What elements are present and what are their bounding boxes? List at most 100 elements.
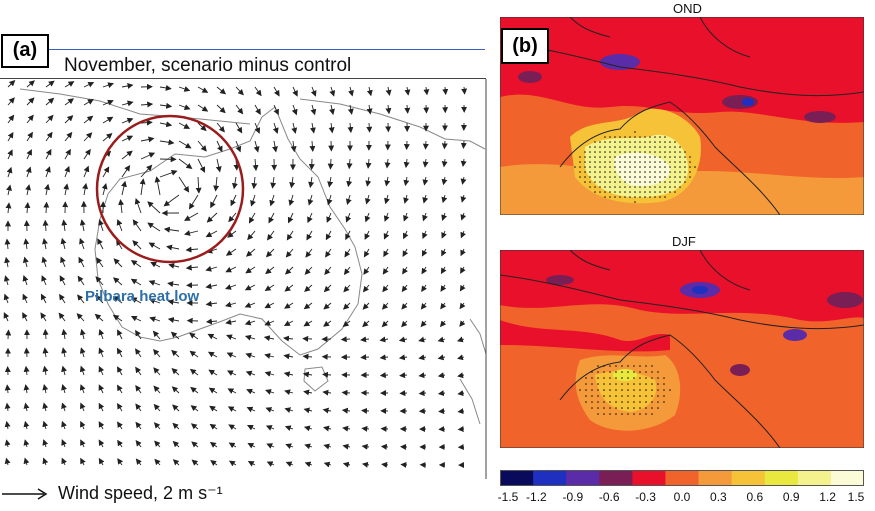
significance-dot (634, 181, 636, 183)
significance-dot (604, 146, 606, 148)
wind-arrow (344, 248, 351, 258)
wind-arrow (79, 328, 86, 340)
significance-dot (674, 146, 676, 148)
significance-dot (597, 371, 599, 373)
wind-arrow (26, 114, 34, 124)
heat-low-annotation: Pilbara heat low (85, 288, 200, 305)
wind-arrow (303, 425, 313, 432)
significance-dot (654, 161, 656, 163)
wind-arrow (77, 275, 85, 286)
wind-arrow (322, 371, 332, 378)
significance-dot (624, 141, 626, 143)
wind-arrow (265, 389, 275, 395)
significance-dot (634, 191, 636, 193)
wind-arrow (459, 284, 466, 292)
wind-arrow (4, 384, 11, 394)
significance-dot (619, 136, 621, 138)
significance-dot (679, 161, 681, 163)
significance-dot (669, 141, 671, 143)
wind-arrow (418, 372, 427, 379)
wind-arrow (178, 122, 191, 129)
wind-arrow (325, 248, 332, 258)
significance-dot (651, 407, 653, 409)
wind-arrow (439, 320, 447, 328)
wind-arrow (362, 302, 370, 310)
wind-arrow (135, 366, 142, 376)
wind-arrow (422, 194, 429, 204)
wind-arrow (304, 266, 313, 275)
wind-arrow (309, 122, 316, 134)
wind-arrow (287, 212, 294, 224)
significance-dot (589, 166, 591, 168)
wind-arrow (148, 242, 161, 250)
wind-arrow (102, 133, 113, 142)
wind-arrow (456, 336, 465, 343)
wind-arrow (460, 140, 467, 149)
significance-dot (584, 181, 586, 183)
wind-arrow (304, 443, 313, 450)
wind-arrow (83, 98, 94, 106)
wind-arrow (153, 385, 161, 394)
wind-arrow (135, 458, 142, 466)
significance-dot (599, 166, 601, 168)
wind-arrow (167, 317, 180, 323)
wind-arrow (61, 347, 68, 358)
wind-arrow (83, 81, 95, 88)
significance-dot (654, 146, 656, 148)
wind-arrow (64, 98, 74, 106)
significance-dot (621, 377, 623, 379)
wind-arrow (264, 320, 275, 326)
wind-arrow (135, 384, 142, 394)
significance-dot (689, 166, 691, 168)
wind-arrow (227, 370, 237, 376)
wind-arrow (190, 386, 199, 394)
wind-arrow (45, 131, 53, 142)
wind-arrow (3, 275, 10, 286)
significance-dot (674, 156, 676, 158)
significance-dot (609, 186, 611, 188)
wind-arrow (264, 371, 275, 377)
wind-arrow (147, 201, 161, 214)
wind-arrow (83, 132, 93, 142)
wind-arrow (97, 238, 104, 250)
significance-dot (669, 389, 671, 391)
significance-dot (591, 407, 593, 409)
significance-dot (659, 156, 661, 158)
wind-arrow (247, 230, 256, 241)
significance-dot (621, 389, 623, 391)
wind-arrow (117, 366, 123, 376)
significance-dot (609, 407, 611, 409)
significance-dot (629, 171, 631, 173)
wind-arrow (206, 212, 218, 223)
significance-dot (624, 166, 626, 168)
wind-arrow (404, 104, 411, 114)
significance-dot (629, 166, 631, 168)
wind-arrow (61, 439, 67, 448)
significance-dot (627, 371, 629, 373)
wind-arrow (361, 461, 370, 468)
wind-arrow (61, 328, 68, 340)
significance-dot (657, 389, 659, 391)
wind-arrow (245, 248, 256, 257)
wind-arrow (117, 329, 123, 340)
significance-dot (679, 151, 681, 153)
wind-arrow (228, 212, 237, 223)
significance-dot (669, 161, 671, 163)
wind-arrow (398, 336, 408, 343)
wind-arrow (383, 230, 390, 240)
significance-dot (644, 196, 646, 198)
wind-arrow (420, 320, 427, 328)
significance-dot (679, 186, 681, 188)
wind-arrow (283, 371, 294, 378)
significance-dot (663, 401, 665, 403)
wind-arrow (245, 352, 256, 359)
significance-dot (629, 161, 631, 163)
wind-arrow (323, 302, 332, 310)
significance-dot (657, 395, 659, 397)
wind-arrow (225, 266, 237, 273)
colorbar-tick-label: 1.5 (847, 490, 865, 504)
wind-arrow (79, 237, 85, 250)
significance-dot (633, 407, 635, 409)
significance-dot (651, 395, 653, 397)
wind-arrow (197, 140, 207, 152)
